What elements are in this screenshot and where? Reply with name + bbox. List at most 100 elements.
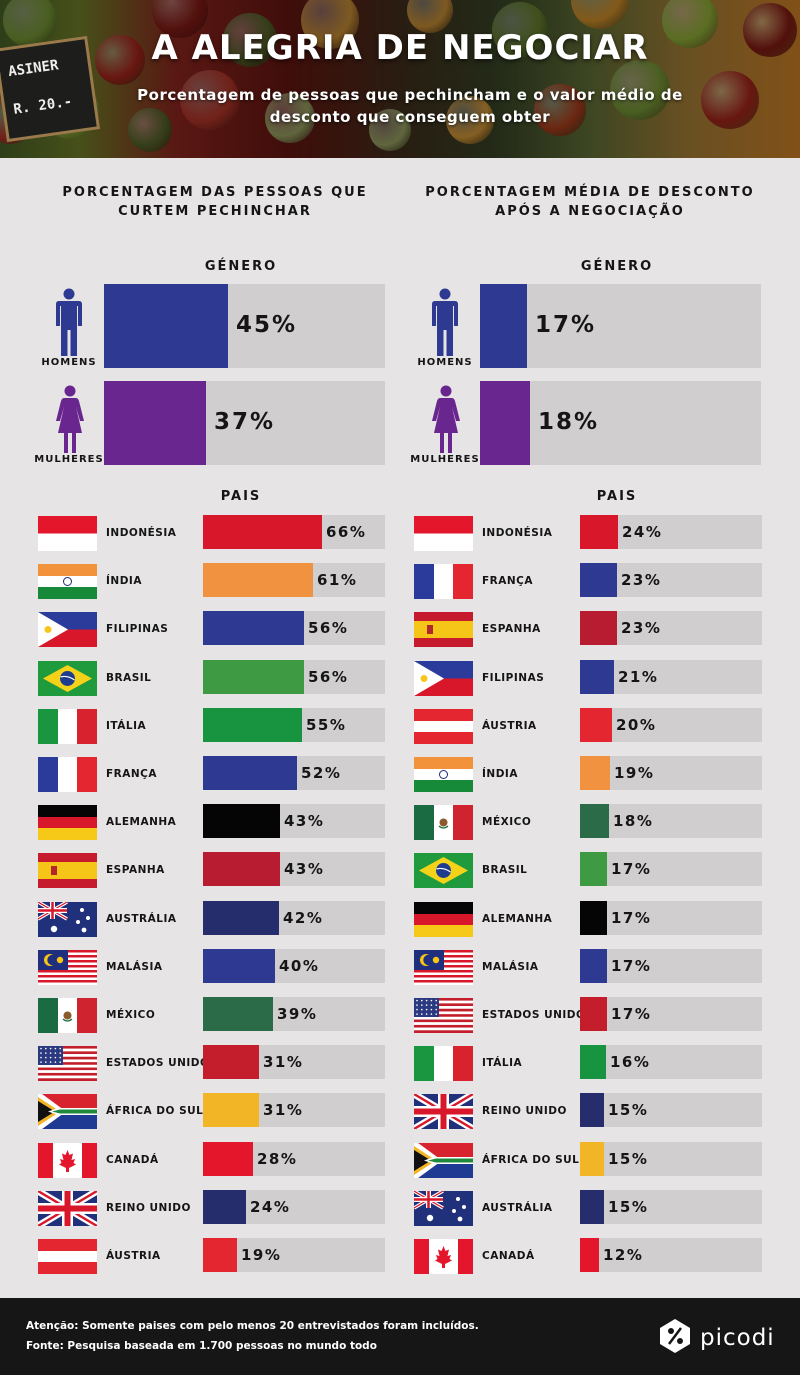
bar-track: 31% bbox=[203, 1093, 385, 1128]
right-gender-label: GÉNERO bbox=[580, 259, 654, 274]
country-row: MÉXICO 39% bbox=[38, 997, 385, 1033]
flag-italy-icon bbox=[414, 1046, 473, 1082]
gender-label: HOMENS bbox=[417, 357, 473, 368]
bar bbox=[580, 1189, 604, 1224]
value-label: 19% bbox=[614, 764, 655, 782]
right-column-heading: PORCENTAGEM MÉDIA DE DESCONTO APÓS A NEG… bbox=[425, 185, 755, 219]
country-row: ESTADOS UNIDOS 31% bbox=[38, 1045, 385, 1082]
value-label: 17% bbox=[611, 860, 652, 879]
country-row: INDONÉSIA 24% bbox=[414, 515, 762, 551]
country-name: BRASIL bbox=[482, 864, 528, 877]
left-country-label: PAIS bbox=[220, 489, 262, 504]
bar-track: 23% bbox=[580, 563, 762, 598]
value-label: 40% bbox=[279, 956, 320, 975]
value-label: 31% bbox=[263, 1101, 304, 1120]
bar bbox=[203, 1238, 237, 1272]
bar bbox=[580, 1093, 604, 1128]
bar bbox=[203, 1141, 253, 1176]
flag-austria-icon bbox=[38, 1239, 97, 1274]
country-row: ÁUSTRIA 19% bbox=[38, 1238, 385, 1274]
bar-track: 17% bbox=[580, 900, 762, 935]
country-row: CANADÁ 12% bbox=[414, 1238, 762, 1274]
bar-track: 15% bbox=[580, 1141, 762, 1176]
flag-mexico-icon bbox=[38, 998, 97, 1033]
bar bbox=[203, 515, 322, 549]
bar-track: 24% bbox=[580, 515, 762, 549]
value-label: 15% bbox=[608, 1101, 649, 1120]
country-name: INDONÉSIA bbox=[106, 527, 177, 539]
bar-track: 55% bbox=[203, 707, 385, 742]
flag-spain-icon bbox=[38, 853, 97, 889]
value-label: 31% bbox=[263, 1053, 304, 1072]
flag-canada-icon bbox=[414, 1239, 473, 1274]
gender-label: MULHERES bbox=[410, 454, 480, 465]
country-name: ALEMANHA bbox=[482, 912, 553, 925]
value-label: 19% bbox=[241, 1246, 282, 1264]
bar-track: 18% bbox=[580, 804, 762, 839]
flag-spain-icon bbox=[414, 612, 473, 648]
country-name: ÍNDIA bbox=[106, 575, 142, 588]
right-country-label: PAIS bbox=[596, 489, 638, 504]
country-row: MALÁSIA 17% bbox=[414, 948, 762, 985]
gender-bar-track: 37% bbox=[104, 381, 385, 465]
value-label: 23% bbox=[621, 571, 662, 590]
bar-track: 17% bbox=[580, 852, 762, 887]
value-label: 24% bbox=[622, 523, 663, 541]
gender-value-label: 45% bbox=[236, 312, 298, 338]
country-name: ALEMANHA bbox=[106, 816, 177, 829]
page-subtitle: Porcentagem de pessoas que pechincham e … bbox=[137, 86, 683, 126]
gender-bar bbox=[480, 284, 527, 368]
flag-south-africa-icon bbox=[38, 1094, 97, 1130]
country-name: MÉXICO bbox=[482, 816, 532, 829]
flag-brazil-icon bbox=[38, 660, 97, 696]
gender-value-label: 37% bbox=[214, 409, 276, 435]
value-label: 24% bbox=[250, 1197, 291, 1216]
country-row: CANADÁ 28% bbox=[38, 1141, 385, 1178]
value-label: 52% bbox=[301, 764, 342, 782]
value-label: 42% bbox=[283, 908, 324, 927]
bar bbox=[203, 852, 280, 887]
country-row: ÍNDIA 19% bbox=[414, 756, 762, 792]
bar-track: 12% bbox=[580, 1238, 762, 1272]
man-icon bbox=[55, 288, 83, 362]
value-label: 17% bbox=[611, 956, 652, 975]
country-row: FILIPINAS 56% bbox=[38, 611, 385, 648]
bar-track: 20% bbox=[580, 707, 762, 742]
country-row: ÁFRICA DO SUL 31% bbox=[38, 1093, 385, 1130]
bar-track: 52% bbox=[203, 756, 385, 790]
bar bbox=[580, 997, 607, 1031]
country-row: BRASIL 56% bbox=[38, 659, 385, 696]
country-row: ITÁLIA 55% bbox=[38, 707, 385, 744]
country-row: ÍNDIA 61% bbox=[38, 563, 385, 600]
header-banner: ASINER R. 20.- A ALEGRIA DE NEGOCIAR Por… bbox=[0, 0, 800, 158]
value-label: 15% bbox=[608, 1197, 649, 1216]
country-row: BRASIL 17% bbox=[414, 852, 762, 889]
country-name: CANADÁ bbox=[106, 1153, 159, 1166]
flag-france-icon bbox=[38, 757, 97, 792]
woman-icon bbox=[431, 385, 461, 459]
country-row: AUSTRÁLIA 15% bbox=[414, 1189, 762, 1226]
page-title: A ALEGRIA DE NEGOCIAR bbox=[151, 28, 649, 68]
flag-malaysia-icon bbox=[414, 949, 473, 985]
value-label: 56% bbox=[308, 619, 349, 638]
country-name: MALÁSIA bbox=[106, 960, 163, 973]
country-name: CANADÁ bbox=[482, 1250, 535, 1262]
price-sign-line-2: R. 20.- bbox=[12, 93, 74, 118]
country-name: FILIPINAS bbox=[106, 623, 169, 636]
flag-south-africa-icon bbox=[414, 1142, 473, 1178]
bar bbox=[580, 1238, 599, 1272]
flag-canada-icon bbox=[38, 1142, 97, 1178]
value-label: 18% bbox=[613, 812, 654, 831]
country-name: AUSTRÁLIA bbox=[106, 912, 177, 925]
country-row: MALÁSIA 40% bbox=[38, 948, 385, 985]
gender-bar bbox=[104, 381, 206, 465]
country-name: ITÁLIA bbox=[106, 719, 147, 732]
bar bbox=[580, 852, 607, 887]
country-name: ÁFRICA DO SUL bbox=[482, 1153, 580, 1166]
footer-source: Fonte: Pesquisa baseada em 1.700 pessoas… bbox=[26, 1340, 377, 1352]
brand-logo: picodi bbox=[700, 1325, 775, 1351]
flag-brazil-icon bbox=[414, 853, 473, 889]
bar bbox=[580, 804, 609, 839]
bar bbox=[203, 707, 302, 742]
gender-bar-track: 45% bbox=[104, 284, 385, 368]
